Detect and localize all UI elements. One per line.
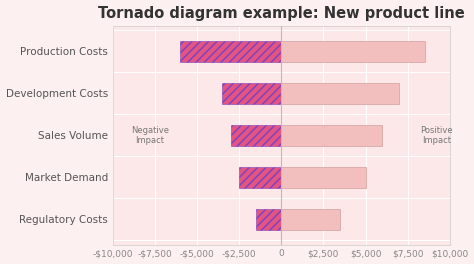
Text: Positive
Impact: Positive Impact [420,126,453,145]
Bar [222,83,281,104]
Bar [281,209,340,230]
Title: Tornado diagram example: New product line: Tornado diagram example: New product lin… [98,6,465,21]
Text: Negative
Impact: Negative Impact [131,126,169,145]
Bar [180,41,281,62]
Bar [256,209,281,230]
Bar [281,125,383,146]
Bar [239,167,281,188]
Bar [231,125,281,146]
Bar [281,167,365,188]
Bar [281,83,399,104]
Bar [281,41,425,62]
